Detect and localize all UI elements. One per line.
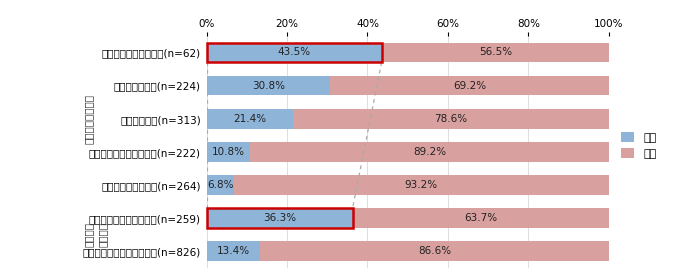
Bar bbox=[206, 43, 382, 62]
Bar bbox=[206, 142, 250, 162]
Bar bbox=[206, 76, 330, 95]
Text: 10.8%: 10.8% bbox=[211, 147, 245, 157]
Text: 69.2%: 69.2% bbox=[453, 81, 486, 91]
Bar bbox=[250, 142, 609, 162]
Text: 86.6%: 86.6% bbox=[418, 246, 452, 256]
Bar bbox=[206, 241, 260, 261]
Text: 63.7%: 63.7% bbox=[464, 213, 498, 223]
Text: 参加状況: 参加状況 bbox=[83, 222, 93, 247]
Legend: ある, ない: ある, ない bbox=[619, 129, 659, 161]
Bar bbox=[234, 175, 609, 195]
Text: 6.8%: 6.8% bbox=[207, 180, 233, 190]
Text: 21.4%: 21.4% bbox=[233, 114, 266, 124]
Text: 78.6%: 78.6% bbox=[434, 114, 468, 124]
Bar bbox=[206, 175, 234, 195]
Text: 13.4%: 13.4% bbox=[217, 246, 250, 256]
Bar bbox=[382, 43, 609, 62]
Text: 43.5%: 43.5% bbox=[277, 47, 311, 57]
Text: 93.2%: 93.2% bbox=[405, 180, 438, 190]
Text: 近隣住民との関係: 近隣住民との関係 bbox=[83, 94, 93, 144]
Bar bbox=[330, 76, 609, 95]
Bar bbox=[353, 208, 609, 228]
Text: 89.2%: 89.2% bbox=[413, 147, 446, 157]
Text: 地域活動: 地域活動 bbox=[97, 222, 107, 247]
Bar bbox=[206, 208, 353, 228]
Bar bbox=[206, 109, 293, 129]
Text: 36.3%: 36.3% bbox=[263, 213, 296, 223]
Bar bbox=[293, 109, 609, 129]
Text: 56.5%: 56.5% bbox=[479, 47, 512, 57]
Text: 30.8%: 30.8% bbox=[252, 81, 285, 91]
Bar bbox=[260, 241, 609, 261]
